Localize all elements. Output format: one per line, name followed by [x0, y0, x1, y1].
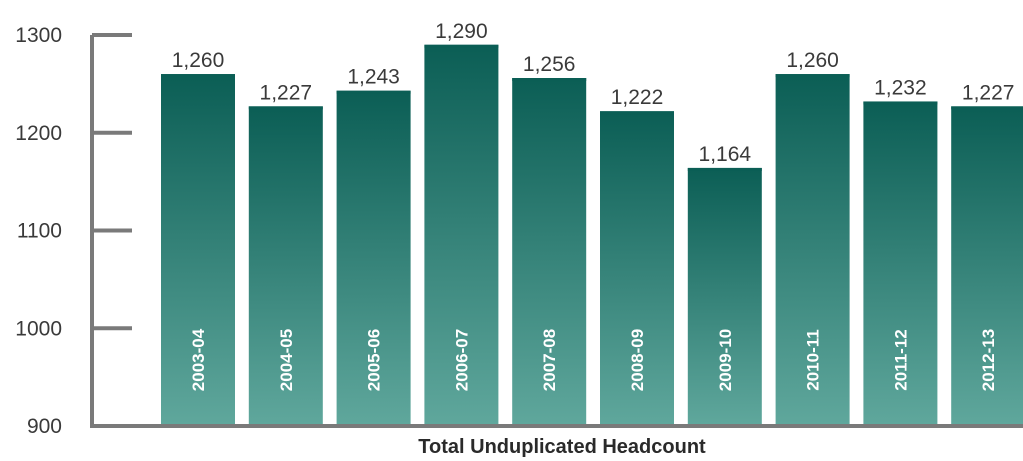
bar — [863, 101, 938, 424]
bar-category-label: 2003-04 — [189, 328, 208, 391]
bar-category-label: 2010-11 — [804, 329, 823, 390]
bar — [424, 44, 499, 425]
bar-value-label: 1,222 — [611, 86, 664, 109]
bar — [951, 106, 1023, 425]
bar — [600, 111, 674, 425]
bar-value-label: 1,256 — [523, 53, 576, 76]
bar-category-label: 2009-10 — [716, 329, 735, 391]
bar-value-label: 1,227 — [962, 81, 1015, 104]
bar-top-edge — [600, 111, 674, 115]
bar-top-edge — [512, 78, 587, 82]
bar — [687, 167, 762, 424]
bar — [336, 90, 411, 424]
bar-top-edge — [248, 106, 323, 110]
bar — [161, 74, 235, 424]
bar-value-label: 1,290 — [435, 20, 488, 43]
bar-value-label: 1,164 — [699, 143, 752, 166]
bar-category-label: 2008-09 — [628, 329, 647, 391]
bar-category-label: 2011-12 — [891, 329, 910, 390]
bar-top-edge — [951, 106, 1023, 110]
bar — [775, 74, 850, 424]
bar-category-label: 2004-05 — [277, 329, 296, 391]
bar — [512, 78, 587, 424]
bar — [248, 106, 323, 425]
y-tick-label: 1100 — [17, 220, 62, 243]
bar-category-label: 2006-07 — [452, 329, 471, 391]
bar-top-edge — [336, 90, 411, 94]
bar-top-edge — [161, 74, 235, 78]
bar-category-label: 2007-08 — [540, 329, 559, 391]
y-tick-label: 1000 — [15, 317, 62, 340]
y-tick-label: 1300 — [15, 24, 62, 47]
bar-value-label: 1,232 — [874, 76, 927, 99]
bar-top-edge — [775, 74, 850, 78]
bar-value-label: 1,260 — [786, 49, 839, 72]
bar-category-label: 2012-13 — [979, 329, 998, 391]
bar-value-label: 1,243 — [347, 66, 400, 89]
bar-top-edge — [863, 101, 938, 105]
y-tick-label: 1200 — [15, 122, 62, 145]
bar-top-edge — [424, 44, 499, 48]
bar-top-edge — [687, 167, 762, 171]
x-axis-title: Total Unduplicated Headcount — [418, 436, 706, 458]
bar-value-label: 1,227 — [260, 81, 313, 104]
bar-value-label: 1,260 — [172, 49, 225, 72]
y-axis: 900 1000 1100 1200 1300 — [15, 24, 132, 438]
bars: 1,260 2003-04 1,227 2004-05 1,243 2005-06 1,29… — [161, 20, 1023, 425]
bar-category-label: 2005-06 — [365, 329, 384, 391]
y-tick-label: 900 — [27, 415, 62, 438]
